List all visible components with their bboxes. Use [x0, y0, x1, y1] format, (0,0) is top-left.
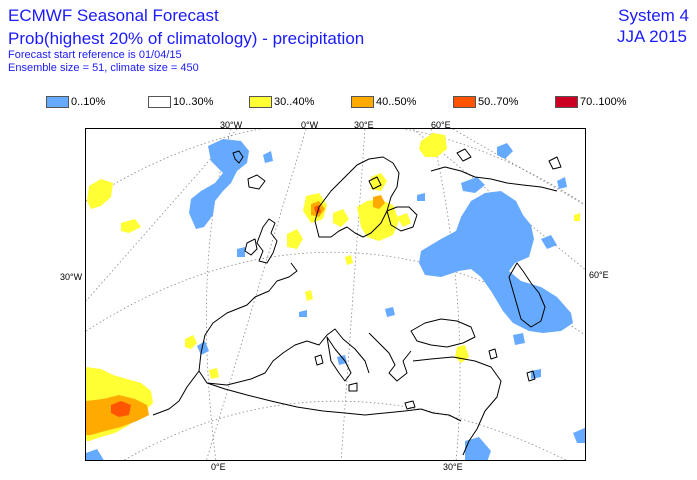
- legend-swatch: [453, 96, 476, 108]
- legend-item-70-100: 70..100%: [555, 95, 626, 109]
- legend-label: 10..30%: [173, 96, 214, 108]
- legend-label: 70..100%: [580, 96, 627, 108]
- system-label: System 4: [618, 6, 689, 25]
- lat-label-right: 60°E: [589, 270, 609, 280]
- legend-item-40-50: 40..50%: [351, 95, 416, 109]
- lon-label-bottom-0e: 0°E: [211, 462, 226, 472]
- prob-0-10-regions: [86, 139, 585, 460]
- legend-swatch: [249, 96, 272, 108]
- legend-item-30-40: 30..40%: [249, 95, 314, 109]
- legend-label: 40..50%: [376, 96, 417, 108]
- lon-label-top-60e: 60°E: [431, 120, 451, 130]
- legend-item-10-30: 10..30%: [148, 95, 213, 109]
- forecast-map: [85, 128, 586, 461]
- legend-swatch: [46, 96, 69, 108]
- legend-item-0-10: 0..10%: [46, 95, 105, 109]
- lon-label-top-30w: 30°W: [220, 120, 243, 130]
- lat-label-left: 30°W: [60, 272, 83, 282]
- lon-label-top-30e: 30°E: [354, 120, 374, 130]
- legend-label: 0..10%: [71, 96, 106, 108]
- legend-label: 50..70%: [478, 96, 519, 108]
- legend: 0..10% 10..30% 30..40% 40..50% 50..70% 7…: [0, 95, 697, 109]
- forecast-start-text: Forecast start reference is 01/04/15: [8, 49, 182, 61]
- ensemble-size-text: Ensemble size = 51, climate size = 450: [8, 62, 199, 74]
- legend-item-50-70: 50..70%: [453, 95, 518, 109]
- legend-swatch: [555, 96, 578, 108]
- coastlines: [152, 148, 562, 456]
- map-title: ECMWF Seasonal Forecast: [8, 6, 219, 25]
- lon-label-top-0w: 0°W: [301, 120, 319, 130]
- legend-label: 30..40%: [274, 96, 315, 108]
- lon-label-bottom-30e: 30°E: [443, 462, 463, 472]
- legend-swatch: [351, 96, 374, 108]
- legend-swatch: [148, 96, 171, 108]
- map-subtitle: Prob(highest 20% of climatology) - preci…: [8, 29, 365, 48]
- period-label: JJA 2015: [617, 27, 687, 46]
